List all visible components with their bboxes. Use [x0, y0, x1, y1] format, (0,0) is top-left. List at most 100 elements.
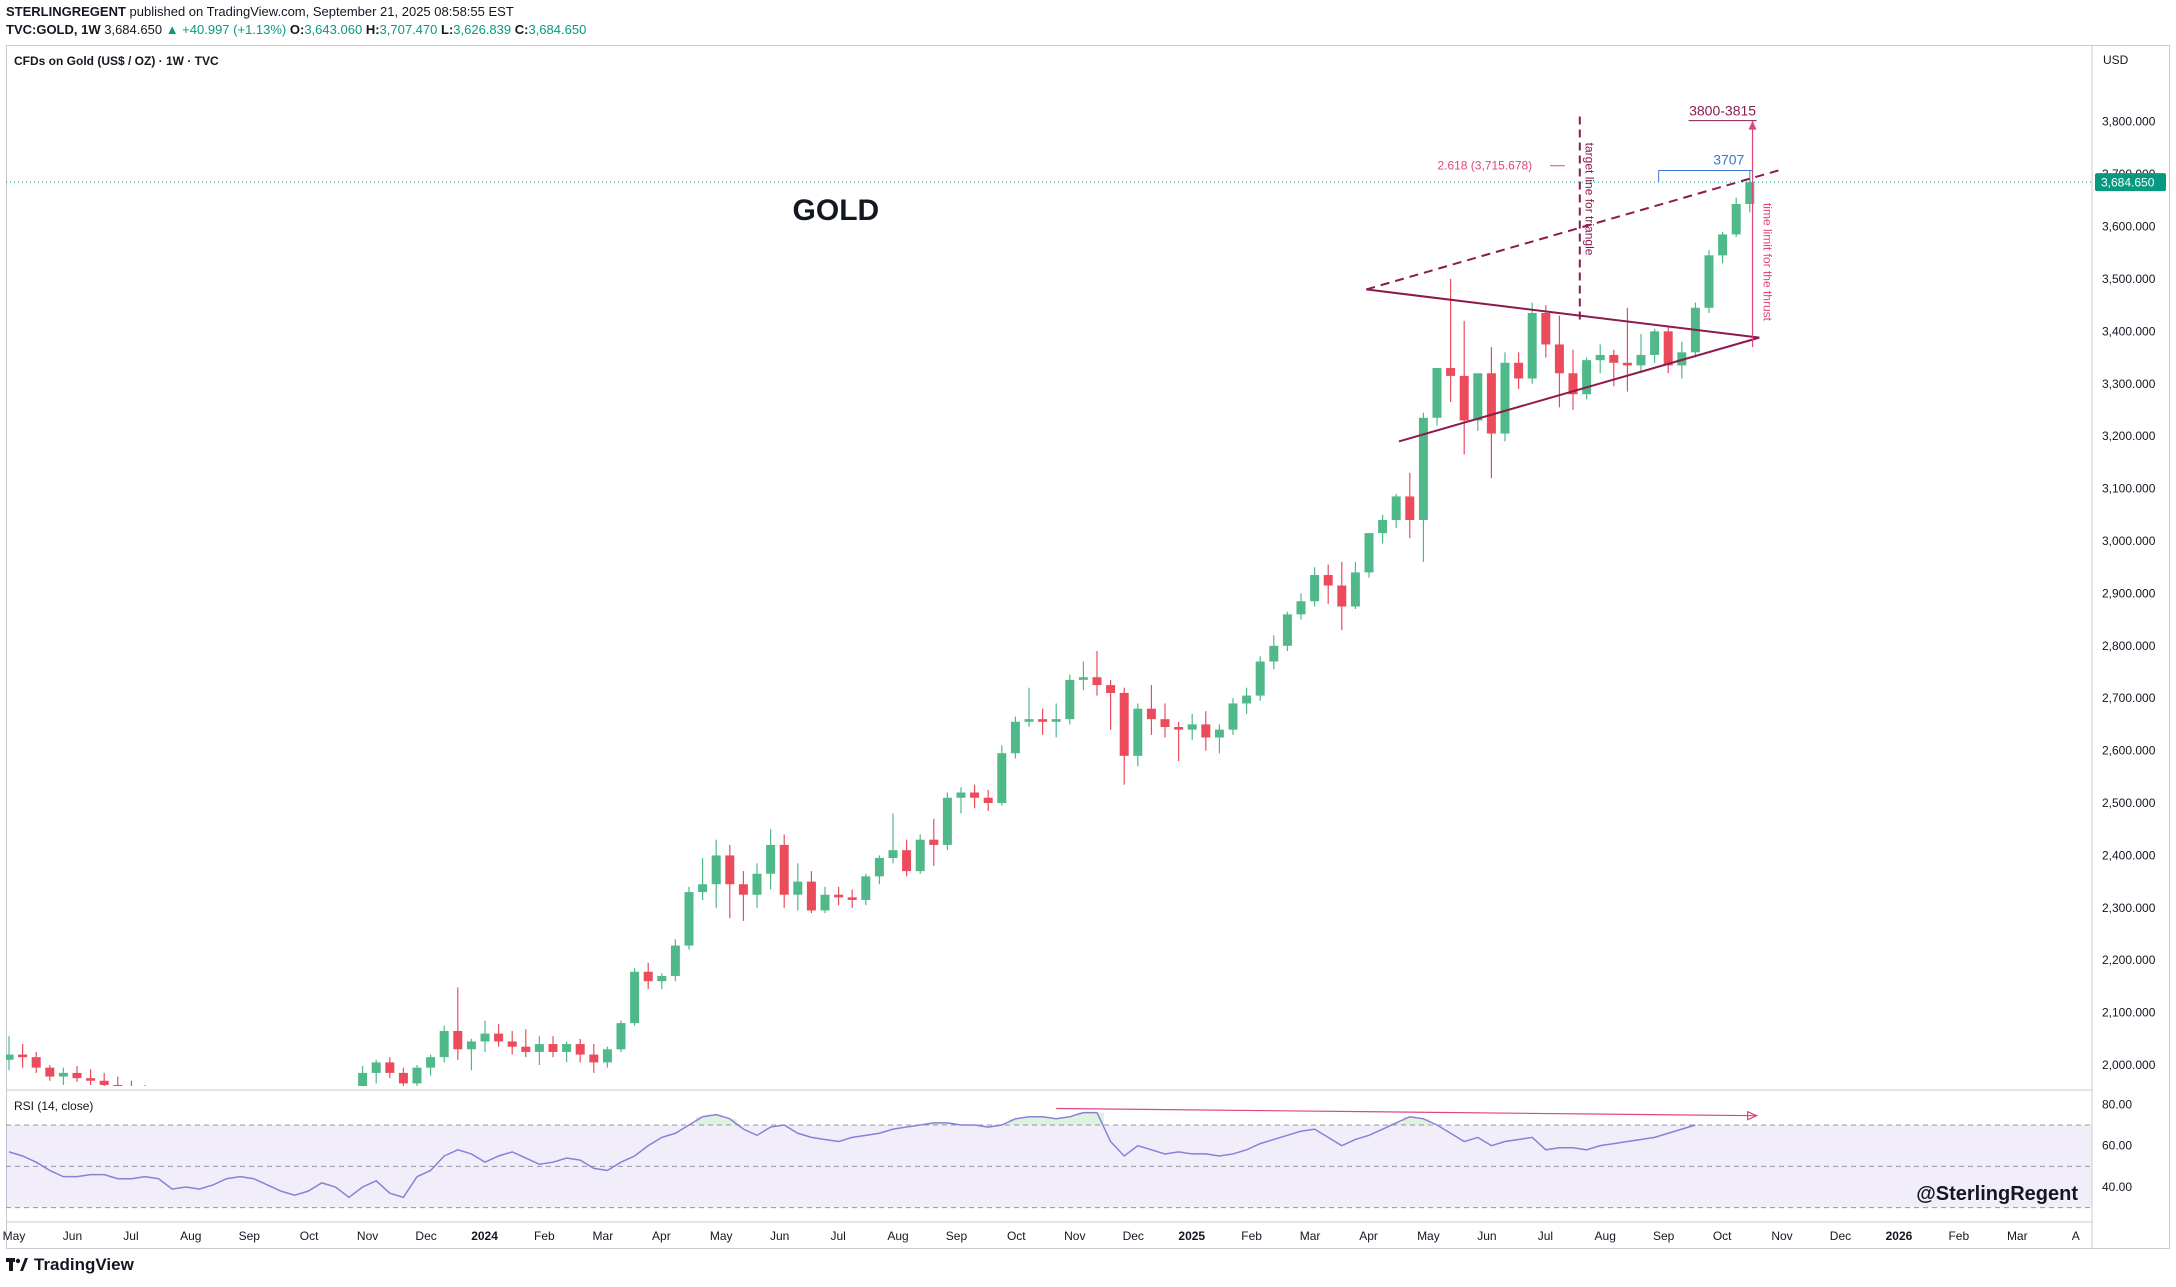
candle-down	[195, 1112, 204, 1116]
time-tick-label: Nov	[1771, 1229, 1792, 1243]
candle-up	[1051, 719, 1061, 722]
currency-label[interactable]: USD	[2103, 53, 2129, 67]
price-tick-label: 2,000.000	[2102, 1058, 2156, 1072]
open-label: O:	[289, 22, 305, 37]
candle-up	[1269, 645, 1279, 662]
time-tick-label: May	[710, 1229, 733, 1243]
candle-down	[1663, 331, 1673, 366]
candle-down	[290, 1115, 299, 1123]
candle-down	[249, 1110, 258, 1117]
price-change: ▲ +40.997 (+1.13%)	[165, 22, 287, 37]
time-tick-label: Aug	[1595, 1229, 1616, 1243]
tradingview-footer[interactable]: TradingView	[6, 1255, 134, 1275]
candle-down	[589, 1054, 599, 1063]
last-price: 3,684.650	[104, 22, 163, 37]
price-tick-label: 2,400.000	[2102, 848, 2156, 862]
candle-down	[1568, 373, 1578, 395]
candle-up	[1500, 362, 1510, 434]
time-tick-label: Oct	[1007, 1229, 1026, 1243]
candle-up	[684, 892, 694, 946]
candle-down	[127, 1089, 136, 1094]
time-tick-label: Oct	[300, 1229, 319, 1243]
candle-up	[358, 1072, 368, 1086]
candle-down	[494, 1033, 504, 1042]
published-text: published on TradingView.com, September …	[129, 4, 514, 19]
candle-down	[141, 1094, 150, 1098]
rsi-divergence-arrow-icon	[1746, 1110, 1759, 1121]
candle-down	[1038, 719, 1048, 722]
candle-up	[1582, 360, 1592, 395]
candle-up	[439, 1030, 449, 1058]
time-tick-label: 2024	[471, 1229, 498, 1243]
candle-up	[331, 1113, 340, 1122]
tradingview-logo-icon	[6, 1258, 28, 1271]
candle-down	[236, 1104, 245, 1109]
candle-up	[915, 839, 925, 872]
candle-up	[412, 1067, 422, 1084]
candle-up	[1242, 695, 1252, 704]
time-tick-label: Feb	[534, 1229, 555, 1243]
candle-down	[113, 1084, 123, 1086]
rsi-divergence-line	[1056, 1107, 1757, 1117]
candle-up	[1636, 354, 1646, 366]
candle-down	[154, 1098, 163, 1105]
candle-up	[562, 1044, 572, 1052]
time-tick-label: Dec	[1123, 1229, 1144, 1243]
price-tick-label: 3,100.000	[2102, 482, 2156, 496]
rsi-line	[8, 1111, 1696, 1199]
candle-up	[752, 873, 762, 895]
candle-up	[1282, 614, 1292, 646]
candle-down	[453, 1030, 463, 1050]
price-tick-label: 2,300.000	[2102, 901, 2156, 915]
rsi-tick-label: 80.00	[2102, 1097, 2132, 1111]
time-tick-label: Dec	[1830, 1229, 1851, 1243]
price-tick-label: 3,500.000	[2102, 272, 2156, 286]
candle-down	[902, 850, 912, 872]
candle-up	[1228, 703, 1238, 730]
candle-down	[847, 897, 857, 900]
time-tick-label: Jul	[123, 1229, 138, 1243]
time-tick-label: Sep	[1653, 1229, 1675, 1243]
target-zone-label: 3800-3815	[1689, 103, 1756, 119]
candle-up	[1391, 496, 1401, 521]
time-tick-label: Mar	[593, 1229, 614, 1243]
symbol-header: TVC:GOLD, 1W 3,684.650 ▲ +40.997 (+1.13%…	[6, 22, 586, 37]
candle-down	[507, 1041, 517, 1047]
time-tick-label: May	[1417, 1229, 1440, 1243]
price-tick-label: 2,700.000	[2102, 691, 2156, 705]
time-tick-label: Jun	[1477, 1229, 1496, 1243]
price-tick-label: 2,500.000	[2102, 796, 2156, 810]
publisher-name[interactable]: STERLINGREGENT	[6, 4, 126, 19]
candle-up	[58, 1072, 68, 1077]
candle-up	[997, 753, 1007, 804]
candle-down	[1459, 375, 1469, 421]
time-tick-label: Sep	[239, 1229, 261, 1243]
candle-down	[575, 1044, 585, 1055]
candle-down	[643, 971, 653, 982]
candle-up	[616, 1023, 626, 1050]
candle-down	[263, 1116, 272, 1120]
time-tick-label: Jun	[63, 1229, 82, 1243]
candle-down	[834, 894, 844, 898]
candle-up	[1731, 204, 1741, 235]
price-tick-label: 3,800.000	[2102, 115, 2156, 129]
price-tick-label: 2,800.000	[2102, 639, 2156, 653]
candle-down	[1446, 368, 1456, 376]
candle-up	[1432, 368, 1442, 418]
candle-up	[222, 1104, 231, 1111]
price-tick-label: 2,100.000	[2102, 1006, 2156, 1020]
candle-up	[6, 1054, 14, 1060]
candle-up	[602, 1049, 612, 1063]
time-tick-label: Jul	[1538, 1229, 1553, 1243]
candle-up	[1133, 708, 1143, 756]
time-tick-label: A	[2072, 1229, 2080, 1243]
price-tick-label: 3,300.000	[2102, 377, 2156, 391]
candle-up	[1214, 729, 1224, 738]
candle-up	[345, 1102, 354, 1114]
high-value: 3,707.470	[379, 22, 438, 37]
candle-up	[820, 894, 830, 911]
time-tick-label: Jun	[770, 1229, 789, 1243]
candle-up	[1718, 234, 1728, 256]
candle-down	[31, 1057, 41, 1068]
